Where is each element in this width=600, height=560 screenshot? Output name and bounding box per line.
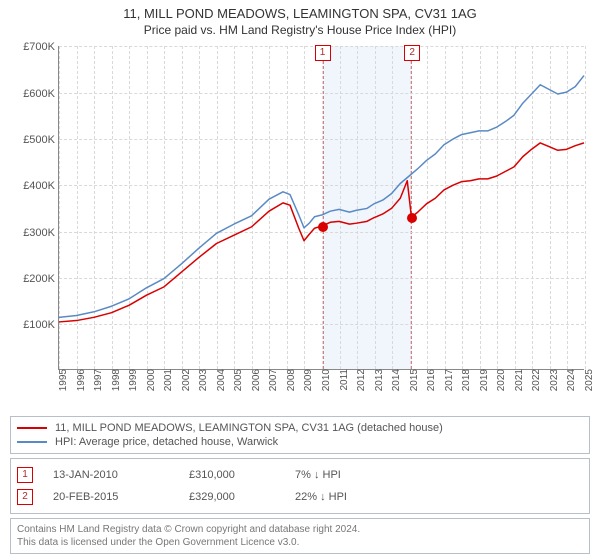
legend-swatch xyxy=(17,427,47,429)
x-tick-label: 2011 xyxy=(337,369,350,391)
y-tick-label: £700K xyxy=(23,41,55,53)
x-tick-label: 2010 xyxy=(319,369,332,391)
x-tick-label: 2005 xyxy=(231,369,244,391)
title-line-2: Price paid vs. HM Land Registry's House … xyxy=(10,23,590,39)
x-tick-label: 2025 xyxy=(582,369,595,391)
y-tick-label: £200K xyxy=(23,273,55,285)
marker-box-2: 2 xyxy=(404,45,420,61)
x-tick-label: 1997 xyxy=(91,369,104,391)
legend-row-hpi: HPI: Average price, detached house, Warw… xyxy=(17,435,583,449)
chart-area: £0£100K£200K£300K£400K£500K£600K£700K199… xyxy=(10,42,590,412)
x-tick-label: 1998 xyxy=(109,369,122,391)
transaction-row: 1 13-JAN-2010 £310,000 7% ↓ HPI xyxy=(17,464,583,486)
x-tick-label: 2019 xyxy=(477,369,490,391)
legend-label: HPI: Average price, detached house, Warw… xyxy=(55,436,278,448)
footer-line-2: This data is licensed under the Open Gov… xyxy=(17,536,583,549)
x-tick-label: 2012 xyxy=(354,369,367,391)
x-tick-label: 2021 xyxy=(512,369,525,391)
plot-region: £0£100K£200K£300K£400K£500K£600K£700K199… xyxy=(58,46,584,370)
x-tick-label: 2016 xyxy=(424,369,437,391)
x-tick-label: 1995 xyxy=(56,369,69,391)
x-tick-label: 2018 xyxy=(459,369,472,391)
x-tick-label: 2020 xyxy=(494,369,507,391)
legend-label: 11, MILL POND MEADOWS, LEAMINGTON SPA, C… xyxy=(55,422,443,434)
x-tick-label: 2002 xyxy=(179,369,192,391)
legend-row-property: 11, MILL POND MEADOWS, LEAMINGTON SPA, C… xyxy=(17,421,583,435)
transactions-panel: 1 13-JAN-2010 £310,000 7% ↓ HPI 2 20-FEB-2015… xyxy=(10,458,590,514)
y-tick-label: £100K xyxy=(23,319,55,331)
x-tick-label: 2013 xyxy=(372,369,385,391)
legend-panel: 11, MILL POND MEADOWS, LEAMINGTON SPA, C… xyxy=(10,416,590,454)
transaction-date: 20-FEB-2015 xyxy=(39,491,183,503)
x-tick-label: 1999 xyxy=(126,369,139,391)
x-tick-label: 2024 xyxy=(564,369,577,391)
title-line-1: 11, MILL POND MEADOWS, LEAMINGTON SPA, C… xyxy=(10,6,590,23)
footer-panel: Contains HM Land Registry data © Crown c… xyxy=(10,518,590,554)
chart-card: 11, MILL POND MEADOWS, LEAMINGTON SPA, C… xyxy=(0,0,600,560)
x-tick-label: 2001 xyxy=(161,369,174,391)
transaction-marker: 1 xyxy=(17,467,33,483)
footer-line-1: Contains HM Land Registry data © Crown c… xyxy=(17,523,583,536)
plot-svg xyxy=(59,46,584,369)
x-tick-label: 2023 xyxy=(547,369,560,391)
transaction-date: 13-JAN-2010 xyxy=(39,469,183,481)
x-tick-label: 2015 xyxy=(407,369,420,391)
x-tick-label: 1996 xyxy=(74,369,87,391)
transaction-price: £329,000 xyxy=(189,491,289,503)
x-tick-label: 2007 xyxy=(266,369,279,391)
x-tick-label: 2008 xyxy=(284,369,297,391)
title-block: 11, MILL POND MEADOWS, LEAMINGTON SPA, C… xyxy=(10,6,590,38)
x-tick-label: 2006 xyxy=(249,369,262,391)
y-tick-label: £600K xyxy=(23,88,55,100)
legend-swatch xyxy=(17,441,47,443)
marker-dot-2 xyxy=(407,213,417,223)
series-property xyxy=(59,143,584,322)
x-tick-label: 2022 xyxy=(529,369,542,391)
marker-box-1: 1 xyxy=(315,45,331,61)
y-tick-label: £300K xyxy=(23,227,55,239)
transaction-marker: 2 xyxy=(17,489,33,505)
y-tick-label: £500K xyxy=(23,134,55,146)
marker-dot-1 xyxy=(318,222,328,232)
gridline-v: 2025 xyxy=(585,46,586,369)
transaction-diff: 22% ↓ HPI xyxy=(295,491,405,503)
transaction-price: £310,000 xyxy=(189,469,289,481)
y-tick-label: £400K xyxy=(23,180,55,192)
x-tick-label: 2003 xyxy=(196,369,209,391)
x-tick-label: 2000 xyxy=(144,369,157,391)
series-hpi xyxy=(59,76,584,318)
x-tick-label: 2004 xyxy=(214,369,227,391)
x-tick-label: 2014 xyxy=(389,369,402,391)
transaction-diff: 7% ↓ HPI xyxy=(295,469,405,481)
transaction-row: 2 20-FEB-2015 £329,000 22% ↓ HPI xyxy=(17,486,583,508)
x-tick-label: 2009 xyxy=(301,369,314,391)
x-tick-label: 2017 xyxy=(442,369,455,391)
